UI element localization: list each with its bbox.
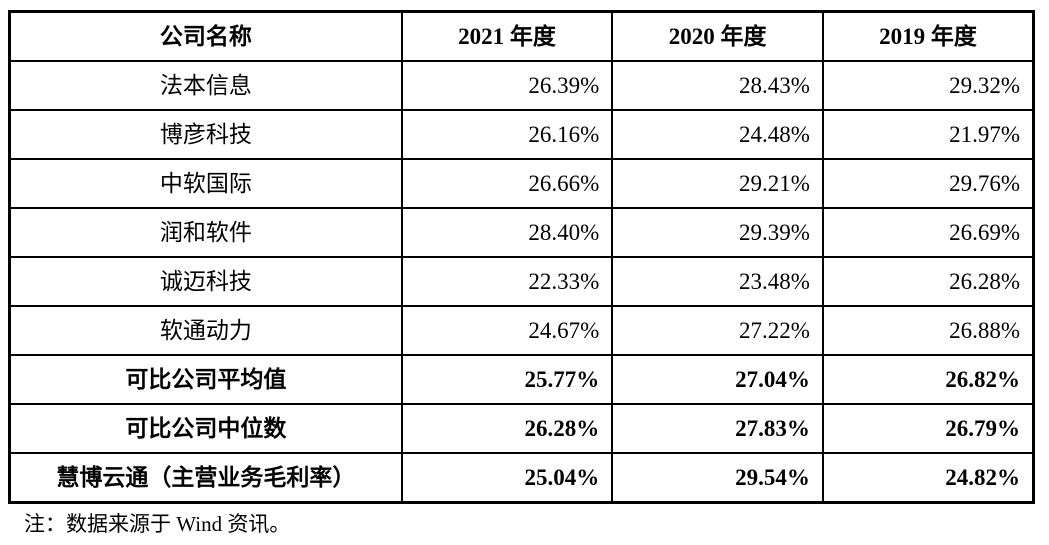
value-cell: 25.77% xyxy=(400,354,614,405)
value-cell: 24.82% xyxy=(821,452,1035,504)
value-cell: 27.83% xyxy=(611,403,824,454)
table-row: 诚迈科技 22.33% 23.48% 26.28% xyxy=(8,256,1035,307)
value-cell: 26.39% xyxy=(400,60,614,111)
value-cell: 29.32% xyxy=(821,60,1035,111)
company-name-cell: 润和软件 xyxy=(8,207,403,258)
table-row: 软通动力 24.67% 27.22% 26.88% xyxy=(8,305,1035,356)
table-row-median: 可比公司中位数 26.28% 27.83% 26.79% xyxy=(8,403,1035,454)
company-name-cell: 可比公司平均值 xyxy=(8,354,403,405)
value-cell: 28.40% xyxy=(400,207,614,258)
footnote: 注：数据来源于 Wind 资讯。 xyxy=(24,512,291,536)
column-header-year-2019: 2019 年度 xyxy=(821,10,1035,62)
value-cell: 26.16% xyxy=(400,109,614,160)
value-cell: 29.76% xyxy=(821,158,1035,209)
table-row: 中软国际 26.66% 29.21% 29.76% xyxy=(8,158,1035,209)
table-row: 博彦科技 26.16% 24.48% 21.97% xyxy=(8,109,1035,160)
value-cell: 26.28% xyxy=(400,403,614,454)
value-cell: 28.43% xyxy=(611,60,824,111)
value-cell: 24.48% xyxy=(611,109,824,160)
value-cell: 24.67% xyxy=(400,305,614,356)
company-name-cell: 中软国际 xyxy=(8,158,403,209)
company-name-cell: 博彦科技 xyxy=(8,109,403,160)
table-row: 润和软件 28.40% 29.39% 26.69% xyxy=(8,207,1035,258)
column-header-company-name: 公司名称 xyxy=(8,10,403,62)
value-cell: 29.54% xyxy=(611,452,824,504)
company-name-cell: 软通动力 xyxy=(8,305,403,356)
table-row-average: 可比公司平均值 25.77% 27.04% 26.82% xyxy=(8,354,1035,405)
gross-margin-comparison-table: 公司名称 2021 年度 2020 年度 2019 年度 法本信息 26.39%… xyxy=(8,10,1035,504)
company-name-cell: 法本信息 xyxy=(8,60,403,111)
value-cell: 25.04% xyxy=(400,452,614,504)
value-cell: 26.28% xyxy=(821,256,1035,307)
company-name-cell: 诚迈科技 xyxy=(8,256,403,307)
company-name-cell: 慧博云通（主营业务毛利率） xyxy=(8,452,403,504)
value-cell: 21.97% xyxy=(821,109,1035,160)
column-header-year-2020: 2020 年度 xyxy=(611,10,824,62)
value-cell: 26.82% xyxy=(821,354,1035,405)
value-cell: 26.79% xyxy=(821,403,1035,454)
value-cell: 29.39% xyxy=(611,207,824,258)
value-cell: 26.66% xyxy=(400,158,614,209)
company-name-cell: 可比公司中位数 xyxy=(8,403,403,454)
value-cell: 23.48% xyxy=(611,256,824,307)
table-header-row: 公司名称 2021 年度 2020 年度 2019 年度 xyxy=(8,10,1035,62)
column-header-year-2021: 2021 年度 xyxy=(400,10,614,62)
table-row-issuer: 慧博云通（主营业务毛利率） 25.04% 29.54% 24.82% xyxy=(8,452,1035,504)
value-cell: 27.04% xyxy=(611,354,824,405)
value-cell: 27.22% xyxy=(611,305,824,356)
table-row: 法本信息 26.39% 28.43% 29.32% xyxy=(8,60,1035,111)
value-cell: 26.69% xyxy=(821,207,1035,258)
value-cell: 29.21% xyxy=(611,158,824,209)
value-cell: 22.33% xyxy=(400,256,614,307)
value-cell: 26.88% xyxy=(821,305,1035,356)
